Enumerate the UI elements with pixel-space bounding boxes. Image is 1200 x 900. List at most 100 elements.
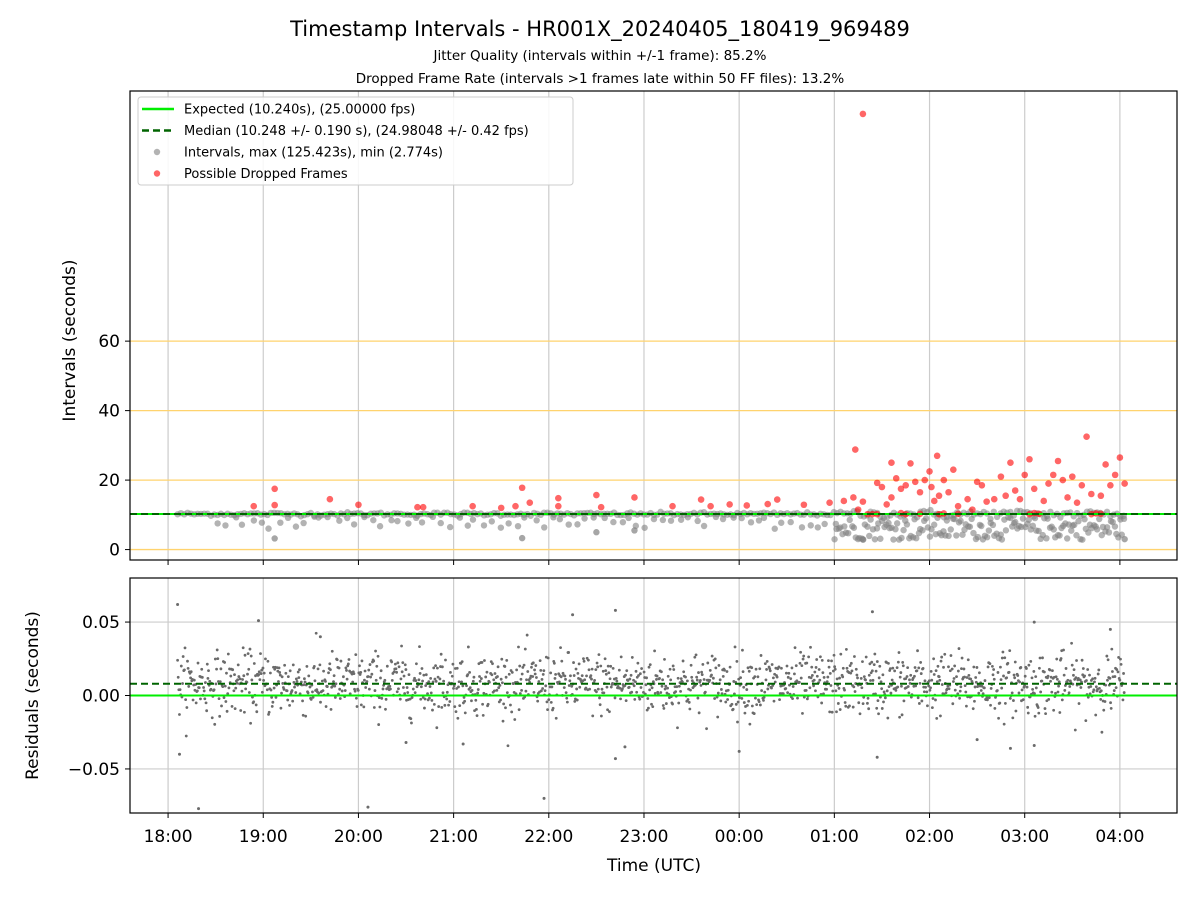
interval-point [1044,515,1051,522]
residual-point [536,699,540,703]
interval-point [1105,529,1113,536]
residual-point [1038,666,1041,670]
dropped-frame-point [1121,480,1128,487]
residual-point [1119,657,1122,661]
residual-point [309,697,313,701]
residual-point [677,684,681,688]
interval-point [989,521,997,529]
residual-point [492,689,496,693]
interval-point [1081,516,1088,523]
residual-point [262,671,266,675]
residual-point [963,675,966,679]
residual-point [821,671,825,675]
residual-point [827,659,830,662]
residual-point [352,672,356,676]
interval-point [943,517,951,524]
residual-point [337,666,341,670]
residual-point [518,664,522,668]
figure-subtitle-jitter: Jitter Quality (intervals within +/-1 fr… [433,48,767,64]
dropped-frame-point [555,502,562,510]
residual-point [1067,691,1071,695]
residual-point [891,666,895,670]
residual-point [247,667,251,671]
residual-point [258,678,262,682]
residual-point [377,723,381,726]
residual-point [758,703,762,707]
residual-point [839,652,843,656]
residual-point [1088,692,1092,696]
residual-point [882,690,886,694]
residual-point [728,665,732,669]
residual-point [1078,678,1082,682]
residual-point [318,635,322,639]
residual-point [1072,673,1075,677]
residual-point [1052,708,1056,712]
residual-point [572,661,575,664]
residual-point [758,667,762,671]
interval-point [429,513,437,521]
residual-point [925,690,929,694]
residual-point [661,678,665,682]
residual-point [543,689,547,693]
residual-point [812,678,816,682]
interval-point [787,518,794,526]
intervals-x-ticks [167,560,1121,565]
residual-point [845,666,849,670]
legend-entry-label: Median (10.248 +/- 0.190 s), (24.98048 +… [184,124,529,139]
interval-point [898,534,905,542]
residual-point [740,696,744,700]
residual-point [914,684,918,688]
residual-point [265,688,269,692]
residual-point [301,699,304,703]
residual-point [192,678,196,682]
residual-point [859,676,863,680]
dropped-frame-point [969,506,976,513]
residual-point [418,672,422,675]
residual-point [695,675,699,679]
residual-point [990,664,994,668]
residual-point [480,661,484,664]
residual-point [796,696,799,700]
residual-point [410,721,413,725]
dropped-frame-point [950,466,957,473]
residual-point [333,696,337,699]
residual-point [534,664,538,667]
legend-swatch-marker [153,170,161,177]
residual-point [549,700,553,704]
residual-point [176,658,179,662]
residual-point [419,685,423,689]
residual-point [876,699,880,703]
dropped-frame-point [555,494,562,502]
x-tick-label: 21:00 [429,827,478,847]
residual-point [814,689,817,693]
residual-point [392,670,396,674]
residual-point [828,671,832,675]
residual-point [814,666,818,669]
interval-point [437,519,444,527]
residual-point [1034,686,1038,690]
residual-point [952,677,956,680]
residual-point [284,671,288,675]
interval-point [581,515,588,522]
residual-point [951,702,955,706]
residual-point [291,699,295,703]
interval-point [625,514,632,522]
residual-point [809,676,813,680]
x-tick-label: 20:00 [334,827,383,847]
dropped-frame-point [907,460,914,467]
residual-point [993,706,997,710]
dropped-frame-point [419,503,427,511]
residual-point [586,658,590,662]
residual-point [539,689,543,693]
legend-entry-label: Possible Dropped Frames [184,167,348,182]
residual-point [429,676,433,680]
residual-point [636,661,640,665]
residual-point [695,678,699,682]
x-tick-label: 22:00 [524,827,573,847]
residual-point [533,672,537,676]
residual-point [206,677,210,680]
residual-point [671,664,675,668]
interval-point [271,535,278,542]
residual-point [935,680,939,684]
residual-point [1049,679,1052,683]
